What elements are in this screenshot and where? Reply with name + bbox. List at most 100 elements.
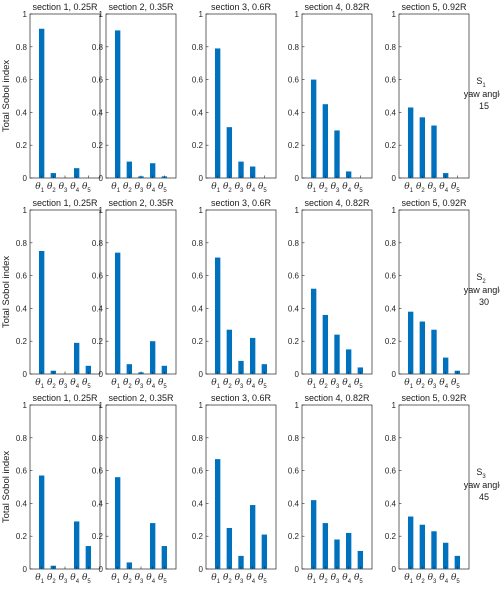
bar (345, 171, 352, 178)
bar (431, 125, 437, 178)
panel-title: section 1, 0.25R (32, 2, 98, 12)
panel-row2-col1: section 1, 0.25R 0 0.2 0.4 0.6 0.8 1 θ1 θ2 θ3 θ4 θ5 (16, 198, 101, 390)
bar (214, 459, 221, 569)
y-tick-label: 0.8 (288, 43, 300, 52)
bar (454, 555, 461, 569)
bar (345, 532, 352, 569)
bar (442, 542, 449, 569)
panel-row1-col4: section 4, 0.82R 0 0.2 0.4 0.6 0.8 1 θ1 θ2 θ3 θ4 θ5 (288, 2, 373, 194)
panel-title: section 4, 0.82R (304, 393, 370, 403)
x-tick-label: θ2 (416, 182, 425, 194)
panel-row3-col2: section 2, 0.35R 0 0.2 0.4 0.6 0.8 1 θ1 θ2 θ3 θ4 θ5 (92, 393, 177, 585)
bar (226, 528, 233, 569)
x-tick-label: θ2 (47, 573, 56, 585)
panel-row3-col1: section 1, 0.25R 0 0.2 0.4 0.6 0.8 1 θ1 θ2 θ3 θ4 θ5 (16, 393, 101, 585)
x-tick-label: θ3 (59, 573, 68, 585)
row-label-yaw: yaw angle (464, 480, 500, 490)
bar (126, 364, 133, 374)
row-label-yaw: yaw angle (464, 285, 500, 295)
bar (149, 523, 156, 569)
x-tick-label: θ5 (354, 182, 363, 194)
panel-row3-col3: section 3, 0.6R 0 0.2 0.4 0.6 0.8 1 θ1 θ2 θ3 θ4 θ5 (192, 393, 277, 585)
y-tick-label: 0.2 (385, 141, 397, 150)
x-tick-label: θ4 (70, 378, 79, 390)
y-tick-label: 0.2 (16, 337, 28, 346)
row-label-angle: 45 (479, 492, 489, 502)
y-tick-label: 0 (99, 174, 104, 183)
x-tick-label: θ1 (35, 378, 44, 390)
y-tick-label: 0 (392, 370, 397, 379)
x-tick-label: θ2 (319, 573, 328, 585)
x-tick-label: θ5 (158, 182, 167, 194)
y-tick-label: 0.8 (16, 43, 28, 52)
y-tick-label: 0.8 (16, 434, 28, 443)
panel-row1-col2: section 2, 0.35R 0 0.2 0.4 0.6 0.8 1 θ1 θ2 θ3 θ4 θ5 (92, 2, 177, 194)
x-tick-label: θ5 (258, 182, 267, 194)
bar (431, 329, 437, 374)
y-tick-label: 0.2 (92, 532, 104, 541)
x-tick-label: θ3 (135, 573, 144, 585)
x-tick-label: θ1 (307, 378, 316, 390)
y-tick-label: 0.8 (385, 43, 397, 52)
bar (149, 341, 156, 374)
bar (419, 117, 426, 178)
x-tick-label: θ4 (246, 573, 255, 585)
y-tick-label: 0.4 (16, 499, 28, 508)
x-tick-label: θ1 (35, 182, 44, 194)
y-tick-label: 0.2 (288, 532, 300, 541)
bar (357, 550, 364, 569)
y-tick-label: 1 (23, 206, 28, 215)
bar (214, 257, 221, 374)
y-tick-label: 0.8 (92, 239, 104, 248)
bar (249, 505, 256, 569)
row-label-series: S2 (476, 272, 486, 285)
bar (419, 524, 426, 569)
row-label-angle: 15 (479, 101, 489, 111)
x-tick-label: θ4 (146, 573, 155, 585)
bar (126, 161, 133, 178)
y-tick-label: 1 (99, 10, 104, 19)
y-tick-label: 1 (99, 401, 104, 410)
x-tick-label: θ2 (123, 378, 132, 390)
bar (431, 531, 437, 569)
bar (334, 334, 340, 374)
y-tick-label: 0.4 (92, 108, 104, 117)
y-tick-label: 0.2 (192, 337, 204, 346)
bar (310, 288, 317, 374)
bar (73, 342, 80, 374)
y-tick-label: 0.6 (385, 467, 397, 476)
bar (419, 321, 426, 374)
x-tick-label: θ3 (59, 182, 68, 194)
y-tick-label: 0.6 (16, 76, 28, 85)
x-tick-label: θ5 (82, 378, 91, 390)
x-tick-label: θ2 (47, 182, 56, 194)
y-tick-label: 0.4 (385, 304, 397, 313)
x-tick-label: θ2 (319, 182, 328, 194)
panel-title: section 2, 0.35R (108, 198, 174, 208)
y-tick-label: 0 (295, 174, 300, 183)
bar (345, 349, 352, 374)
bar (407, 311, 414, 374)
y-tick-label: 0 (199, 370, 204, 379)
row-label-yaw: yaw angle (464, 89, 500, 99)
bar (322, 314, 329, 374)
panel-title: section 3, 0.6R (211, 393, 272, 403)
y-tick-label: 0.2 (288, 337, 300, 346)
bar (334, 539, 340, 569)
y-tick-label: 0.6 (92, 272, 104, 281)
x-tick-label: θ1 (404, 573, 413, 585)
row-label-angle: 30 (479, 297, 489, 307)
x-tick-label: θ1 (404, 378, 413, 390)
y-tick-label: 0 (199, 565, 204, 574)
bar (85, 546, 92, 569)
y-tick-label: 0.2 (288, 141, 300, 150)
bar (114, 30, 121, 179)
panel-row2-col4: section 4, 0.82R 0 0.2 0.4 0.6 0.8 1 θ1 θ2 θ3 θ4 θ5 (288, 198, 373, 390)
bar (38, 28, 45, 179)
bar (322, 523, 329, 569)
y-tick-label: 1 (392, 10, 397, 19)
x-tick-label: θ1 (35, 573, 44, 585)
y-tick-label: 1 (99, 206, 104, 215)
bar (226, 127, 233, 178)
